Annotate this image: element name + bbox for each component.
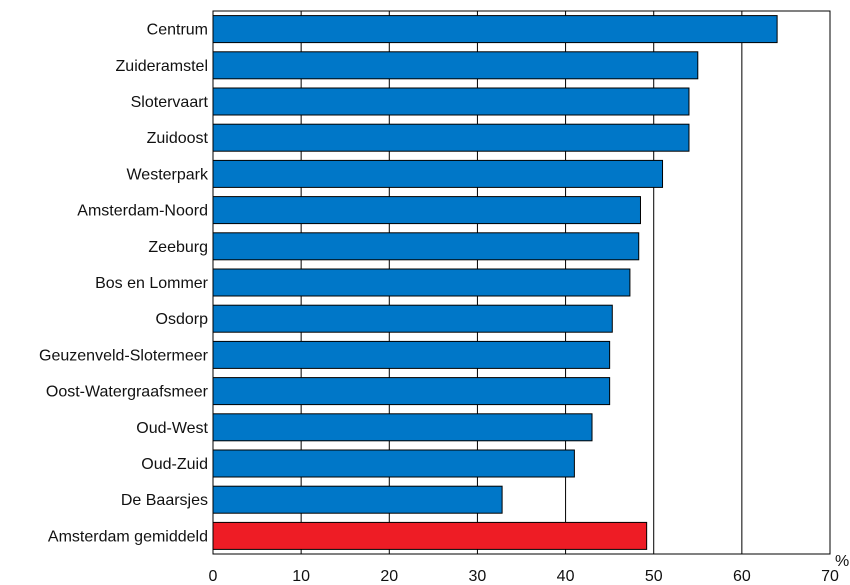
category-label: Osdorp	[156, 311, 209, 328]
category-label: Oud-West	[136, 420, 208, 437]
bar-geuzenveld-slotermeer	[212, 340, 611, 369]
bar-oud-zuid	[212, 449, 575, 478]
bar-slotervaart	[212, 87, 690, 116]
bar-osdorp	[212, 304, 613, 333]
bar-de-baarsjes	[212, 485, 503, 514]
category-label: Geuzenveld-Slotermeer	[39, 347, 209, 364]
bar-zeeburg	[212, 232, 640, 261]
category-label: De Baarsjes	[121, 492, 208, 509]
x-tick-label: 60	[733, 568, 751, 585]
x-tick-label: 40	[557, 568, 575, 585]
category-label: Centrum	[147, 22, 208, 39]
bar-bos-en-lommer	[212, 268, 631, 297]
category-label: Oost-Watergraafsmeer	[46, 384, 209, 401]
category-label: Bos en Lommer	[95, 275, 209, 292]
x-tick-label: 20	[380, 568, 398, 585]
bar-westerpark	[212, 159, 664, 188]
plot-frame	[212, 10, 831, 555]
category-label: Westerpark	[126, 166, 209, 183]
x-tick-label: 0	[209, 568, 218, 585]
category-label: Zeeburg	[148, 239, 208, 256]
x-tick-label: 50	[645, 568, 663, 585]
bar-oost-watergraafsmeer	[212, 377, 611, 406]
bars	[212, 15, 778, 550]
bar-oud-west	[212, 413, 593, 442]
bar-zuidoost	[212, 123, 690, 152]
x-tick-label: 70	[821, 568, 839, 585]
category-label: Oud-Zuid	[141, 456, 208, 473]
x-tick-label: 30	[469, 568, 487, 585]
category-label: Zuideramstel	[116, 58, 208, 75]
bar-centrum	[212, 15, 778, 44]
x-tick-label: 10	[292, 568, 310, 585]
category-label: Amsterdam gemiddeld	[48, 528, 208, 545]
category-label: Amsterdam-Noord	[77, 203, 208, 220]
bar-amsterdam-gemiddeld	[212, 521, 648, 550]
x-unit-label: %	[835, 553, 849, 570]
x-tick-labels: 0 10 20 30 40 50 60 70	[209, 568, 839, 585]
category-label: Slotervaart	[131, 94, 209, 111]
bar-zuideramstel	[212, 51, 699, 80]
category-label: Zuidoost	[147, 130, 209, 147]
category-labels: Centrum Zuideramstel Slotervaart Zuidoost We…	[39, 22, 209, 546]
bar-amsterdam-noord	[212, 196, 641, 225]
